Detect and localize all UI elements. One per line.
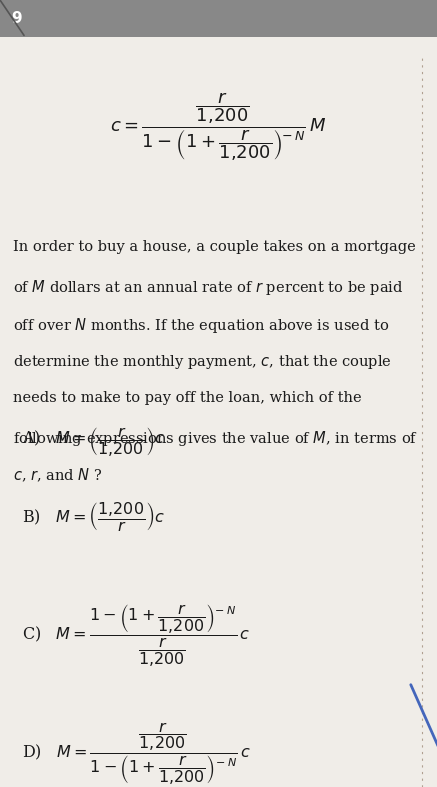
Text: off over $N$ months. If the equation above is used to: off over $N$ months. If the equation abo…	[13, 316, 389, 334]
Text: of $M$ dollars at an annual rate of $r$ percent to be paid: of $M$ dollars at an annual rate of $r$ …	[13, 278, 404, 297]
Text: C)   $M = \dfrac{1-\left(1+\dfrac{r}{1{,}200}\right)^{\!-N}}{\dfrac{r}{1{,}200}}: C) $M = \dfrac{1-\left(1+\dfrac{r}{1{,}2…	[22, 602, 250, 669]
Bar	[0, 0, 437, 37]
Text: D)   $M = \dfrac{\dfrac{r}{1{,}200}}{1-\left(1+\dfrac{r}{1{,}200}\right)^{\!-N}}: D) $M = \dfrac{\dfrac{r}{1{,}200}}{1-\le…	[22, 720, 251, 787]
Text: B)   $M = \left(\dfrac{1{,}200}{r}\right)c$: B) $M = \left(\dfrac{1{,}200}{r}\right)c…	[22, 500, 165, 533]
Text: $c$, $r$, and $N$ ?: $c$, $r$, and $N$ ?	[13, 467, 103, 484]
Text: $c = \dfrac{\dfrac{r}{1{,}200}}{1-\left(1+\dfrac{r}{1{,}200}\right)^{\!\!-N}}\, : $c = \dfrac{\dfrac{r}{1{,}200}}{1-\left(…	[111, 91, 326, 164]
Text: determine the monthly payment, $c$, that the couple: determine the monthly payment, $c$, that…	[13, 353, 392, 371]
Text: 9: 9	[11, 11, 21, 26]
Text: In order to buy a house, a couple takes on a mortgage: In order to buy a house, a couple takes …	[13, 240, 416, 254]
Text: following expressions gives the value of $M$, in terms of: following expressions gives the value of…	[13, 429, 418, 448]
Text: A)   $M = \left(\dfrac{r}{1{,}200}\right)c$: A) $M = \left(\dfrac{r}{1{,}200}\right)c…	[22, 425, 165, 458]
Text: needs to make to pay off the loan, which of the: needs to make to pay off the loan, which…	[13, 391, 362, 405]
